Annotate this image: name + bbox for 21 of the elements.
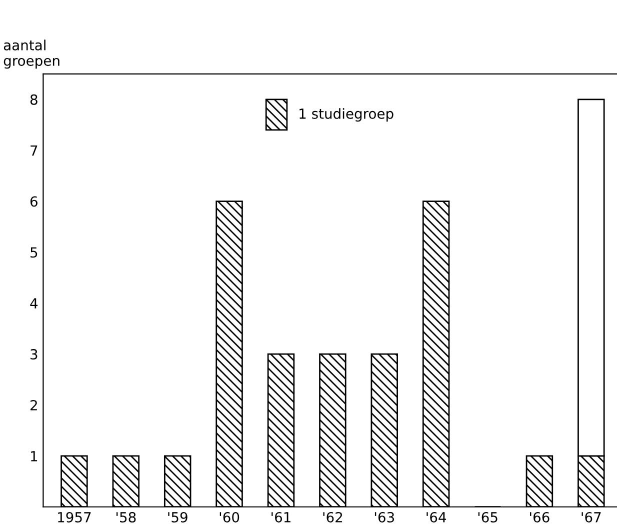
y-tick-label: 3 bbox=[30, 349, 38, 360]
x-tick-label: '61 bbox=[272, 512, 290, 522]
y-tick-label: 1 bbox=[31, 451, 38, 462]
x-tick-label: 1957 bbox=[58, 512, 91, 522]
x-tick-label: '66 bbox=[530, 512, 550, 522]
legend-label: 1 studiegroep bbox=[300, 108, 394, 122]
y-tick-label: 2 bbox=[30, 400, 37, 410]
y-tick-label: 6 bbox=[30, 196, 38, 207]
y-tick-label: 7 bbox=[30, 145, 38, 156]
x-tick-label: '65 bbox=[478, 512, 498, 522]
x-tick-label: '59 bbox=[168, 512, 188, 522]
x-tick-label: '62 bbox=[323, 512, 342, 522]
x-tick-label: '63 bbox=[374, 512, 394, 522]
y-tick-label: 5 bbox=[30, 247, 38, 258]
y-axis-title: aantal groepen bbox=[4, 40, 60, 69]
x-tick-label: '58 bbox=[116, 512, 136, 522]
x-tick-label: '60 bbox=[220, 512, 240, 522]
x-tick-label: '67 bbox=[582, 512, 601, 522]
y-tick-label: 8 bbox=[30, 94, 38, 105]
y-tick-label: 4 bbox=[30, 298, 38, 308]
x-tick-label: '64 bbox=[426, 512, 446, 522]
